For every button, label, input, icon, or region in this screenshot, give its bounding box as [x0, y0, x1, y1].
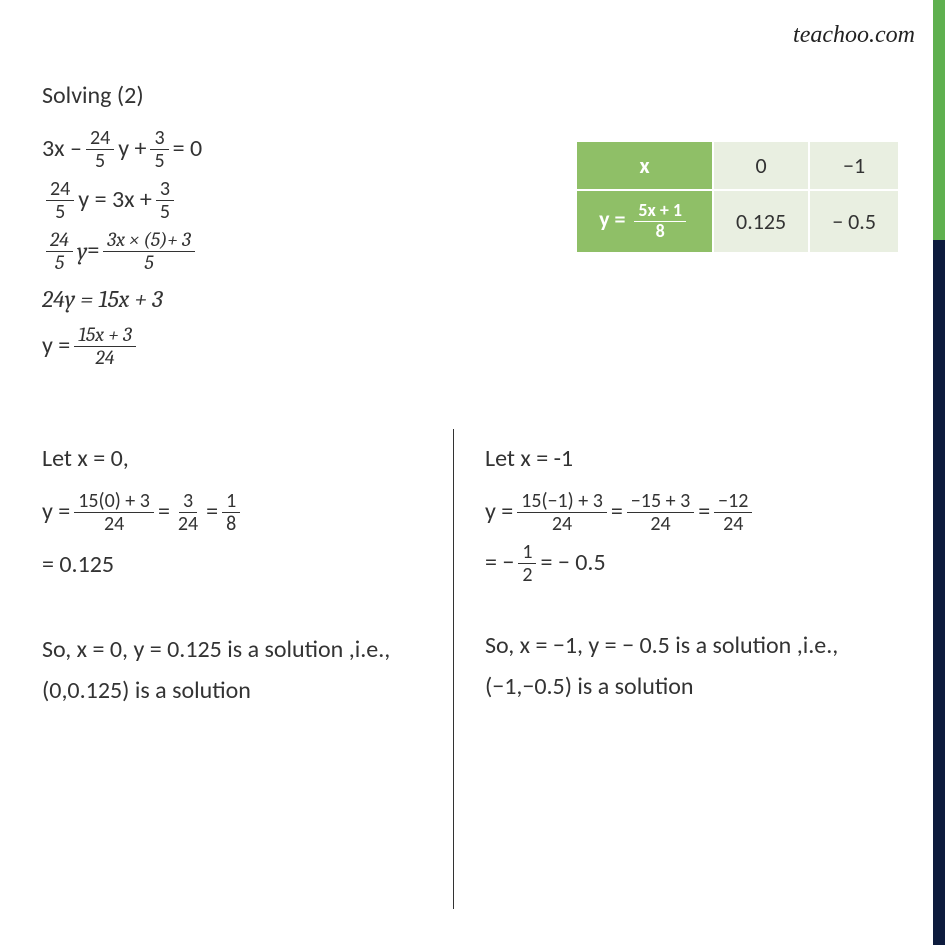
denom: 24: [174, 513, 202, 535]
fraction: 3 24: [174, 490, 202, 535]
numer: 3x × (5)+ 3: [103, 229, 195, 252]
text: =: [158, 493, 170, 531]
numer: 3: [150, 127, 168, 150]
right-eq1: y = 15(−1) + 3 24 = −15 + 3 24 = −12 24: [485, 490, 860, 535]
numer: 15(−1) + 3: [517, 490, 607, 513]
text: y: [77, 232, 87, 270]
numer: 1: [222, 490, 240, 513]
text: y =: [42, 327, 70, 365]
side-stripe: [933, 0, 945, 945]
denom: 8: [652, 222, 669, 242]
denom: 5: [91, 150, 109, 172]
denom: 5: [51, 252, 68, 274]
fraction: 1 2: [518, 541, 536, 586]
watermark: teachoo.com: [793, 22, 915, 49]
deriv-line-5: y = 15x + 3 24: [42, 324, 880, 369]
fraction: 24 5: [86, 127, 114, 172]
cell-y0: 0.125: [713, 190, 809, 253]
denom: 24: [100, 513, 128, 535]
fraction: 15(−1) + 3 24: [517, 490, 607, 535]
left-column: Let x = 0, y = 15(0) + 3 24 = 3 24 = 1 8: [42, 429, 461, 721]
cell-x0: 0: [713, 141, 809, 190]
heading: Solving (2): [42, 76, 880, 117]
content-area: Solving (2) 3x – 24 5 y + 3 5 = 0 24 5 y…: [0, 0, 910, 741]
th-x: x: [576, 141, 713, 190]
fraction: 3 5: [150, 127, 168, 172]
numer: −15 + 3: [627, 490, 694, 513]
fraction: 15(0) + 3 24: [74, 490, 154, 535]
text: =: [698, 493, 710, 531]
numer: 24: [46, 178, 74, 201]
numer: 3: [156, 178, 174, 201]
left-eq2: = 0.125: [42, 545, 441, 586]
text: =: [611, 493, 623, 531]
text: =: [206, 493, 218, 531]
text: = 0: [173, 130, 203, 168]
fraction: 1 8: [222, 490, 240, 535]
denom: 8: [222, 513, 240, 535]
left-eq1: y = 15(0) + 3 24 = 3 24 = 1 8: [42, 490, 441, 535]
fraction: −15 + 3 24: [627, 490, 694, 535]
left-head: Let x = 0,: [42, 439, 441, 480]
fraction: 24 5: [46, 229, 73, 274]
numer: 15(0) + 3: [74, 490, 154, 513]
text: y =: [42, 493, 70, 531]
text: = − 0.5: [540, 544, 605, 582]
denom: 5: [51, 201, 69, 223]
right-eq2: = − 1 2 = − 0.5: [485, 541, 860, 586]
deriv-line-4: 24y = 15x + 3: [42, 280, 880, 318]
y-prefix: y =: [599, 206, 625, 233]
denom: 5: [140, 252, 157, 274]
denom: 24: [548, 513, 576, 535]
th-y: y = 5x + 1 8: [576, 190, 713, 253]
numer: 15x + 3: [74, 324, 136, 347]
stripe-navy: [933, 240, 945, 945]
text: = −: [485, 544, 514, 582]
numer: 1: [518, 541, 536, 564]
xy-table: x 0 −1 y = 5x + 1 8 0.125 − 0.5: [575, 140, 900, 254]
text: y +: [118, 130, 146, 168]
text: 3x –: [42, 130, 82, 168]
left-conclusion: So, x = 0, y = 0.125 is a solution ,i.e.…: [42, 630, 441, 712]
denom: 2: [518, 564, 536, 586]
numer: −12: [714, 490, 752, 513]
denom: 24: [92, 347, 119, 369]
numer: 24: [46, 229, 73, 252]
numer: 3: [179, 490, 197, 513]
denom: 5: [156, 201, 174, 223]
right-head: Let x = -1: [485, 439, 860, 480]
fraction: 5x + 1 8: [634, 201, 686, 242]
fraction: −12 24: [714, 490, 752, 535]
denom: 24: [719, 513, 747, 535]
cell-y1: − 0.5: [809, 190, 899, 253]
stripe-green: [933, 0, 945, 240]
text: =: [87, 232, 99, 270]
numer: 24: [86, 127, 114, 150]
fraction: 3 5: [156, 178, 174, 223]
right-column: Let x = -1 y = 15(−1) + 3 24 = −15 + 3 2…: [461, 429, 880, 721]
text: y = 3x +: [78, 181, 152, 219]
vertical-divider: [453, 429, 455, 909]
fraction: 15x + 3 24: [74, 324, 136, 369]
numer: 5x + 1: [634, 201, 686, 222]
text: y =: [485, 493, 513, 531]
two-column: Let x = 0, y = 15(0) + 3 24 = 3 24 = 1 8: [42, 429, 880, 721]
table-row: x 0 −1: [576, 141, 899, 190]
text: 24y = 15x + 3: [42, 280, 163, 318]
denom: 5: [150, 150, 168, 172]
table-row: y = 5x + 1 8 0.125 − 0.5: [576, 190, 899, 253]
right-conclusion: So, x = −1, y = − 0.5 is a solution ,i.e…: [485, 626, 860, 708]
fraction: 3x × (5)+ 3 5: [103, 229, 195, 274]
denom: 24: [646, 513, 674, 535]
fraction: 24 5: [46, 178, 74, 223]
cell-x1: −1: [809, 141, 899, 190]
